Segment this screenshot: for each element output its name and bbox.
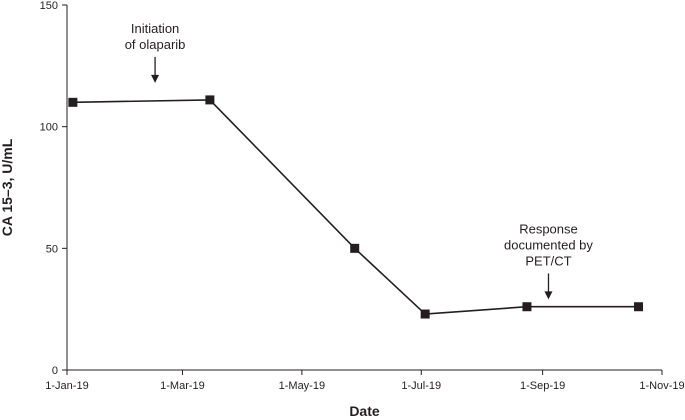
x-tick-label: 1-May-19 (279, 380, 325, 392)
data-point-marker (205, 95, 215, 105)
axes (66, 5, 662, 371)
annotation-arrow-head (544, 291, 553, 300)
x-axis-title: Date (349, 403, 380, 419)
data-point-marker (522, 302, 532, 312)
annotation-arrow-head (151, 74, 160, 83)
x-tick-label: 1-Mar-19 (160, 380, 205, 392)
annotation-text: of olaparib (125, 37, 186, 52)
y-tick-label: 0 (52, 365, 58, 377)
data-series (68, 95, 644, 319)
data-point-marker (350, 243, 360, 253)
y-axis-title: CA 15–3, U/mL (0, 138, 15, 236)
x-tick-label: 1-Jul-19 (401, 380, 441, 392)
annotation-text: Response (519, 221, 578, 236)
data-point-marker (634, 302, 644, 312)
x-tick-label: 1-Nov-19 (639, 380, 684, 392)
x-axis-ticks: 1-Jan-19 1-Mar-19 1-May-19 1-Jul-19 1-Sep-19… (45, 370, 685, 392)
annotation-text: PET/CT (525, 253, 571, 268)
series-line (72, 99, 639, 315)
x-tick-label: 1-Jan-19 (45, 380, 88, 392)
y-axis-ticks: 0 50 100 150 (40, 0, 67, 377)
y-tick-label: 100 (40, 122, 58, 134)
x-tick-label: 1-Sep-19 (520, 380, 565, 392)
data-point-marker (420, 309, 430, 319)
data-point-marker (68, 97, 78, 107)
y-tick-label: 150 (40, 0, 58, 12)
annotation-text: documented by (504, 237, 593, 252)
y-tick-label: 50 (46, 243, 58, 255)
annotation-text: Initiation (131, 21, 179, 36)
